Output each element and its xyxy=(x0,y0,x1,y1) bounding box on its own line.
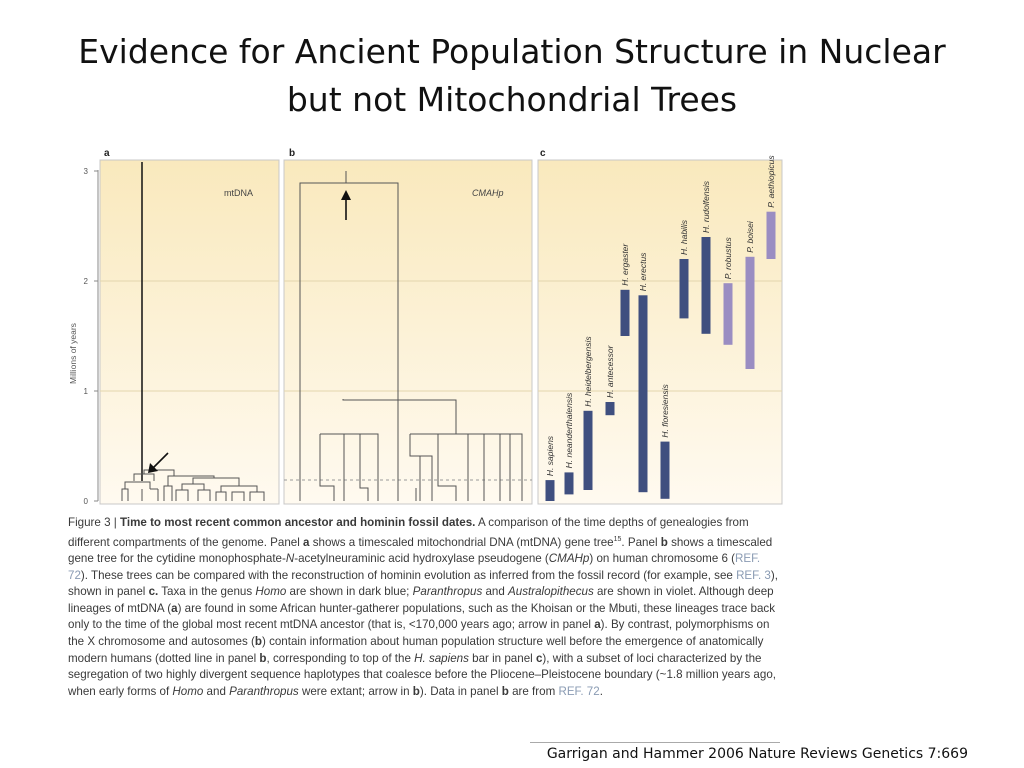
slide-title-line-1: Evidence for Ancient Population Structur… xyxy=(78,32,946,71)
y-tick-label: 2 xyxy=(84,277,89,286)
panel-a-label: a xyxy=(104,148,110,159)
taxa-bars: H. sapiens H. neanderthalensis H. heidelbe… xyxy=(545,155,776,501)
citation: Garrigan and Hammer 2006 Nature Reviews … xyxy=(546,746,968,762)
figure-caption: Figure 3 | Time to most recent common an… xyxy=(68,515,783,700)
y-tick-label: 1 xyxy=(84,387,89,396)
taxon-bar xyxy=(679,259,689,319)
panel-b-label: b xyxy=(289,148,295,159)
taxon-bar xyxy=(660,441,670,499)
slide-title: Evidence for Ancient Population Structur… xyxy=(0,28,1024,124)
taxon-bar xyxy=(620,289,630,336)
caption-text: Figure 3 | Time to most recent common an… xyxy=(68,516,778,698)
taxon-bar xyxy=(605,402,615,416)
taxon-label: H. antecessor xyxy=(605,344,615,398)
taxon-label: H. heidelbergensis xyxy=(583,336,593,407)
panel-c: c H. sapiens H. neanderthalensis H. heidel… xyxy=(537,148,783,505)
slide-title-line-2: but not Mitochondrial Trees xyxy=(286,80,738,119)
taxon-label: H. floresiensis xyxy=(660,383,670,437)
taxon-bar xyxy=(545,480,555,501)
taxon-label: H. sapiens xyxy=(545,435,555,476)
ref-link: REF. 72 xyxy=(558,684,600,698)
y-axis-label: Millions of years xyxy=(68,323,78,384)
taxon-label: H. habilis xyxy=(679,219,689,255)
taxon-label: P. aethiopicus xyxy=(766,155,776,208)
ref-link: REF. 72 xyxy=(68,552,761,582)
panel-c-label: c xyxy=(540,148,546,159)
ref-link: REF. 3 xyxy=(736,568,771,582)
taxon-label: H. neanderthalensis xyxy=(564,392,574,468)
taxon-bar xyxy=(745,256,755,369)
taxon-bar xyxy=(564,472,574,495)
taxon-bar xyxy=(583,410,593,490)
taxon-bar xyxy=(723,283,733,345)
arrow-icon xyxy=(341,190,351,220)
figure: 0 1 2 3 Millions of years a mtDNA xyxy=(64,146,786,520)
taxon-label: H. erectus xyxy=(638,252,648,291)
figure-svg: 0 1 2 3 Millions of years a mtDNA xyxy=(68,148,783,506)
mtdna-tree xyxy=(121,162,265,501)
panel-b-tag: CMAHp xyxy=(472,188,504,198)
taxon-bar xyxy=(638,295,648,493)
taxon-label: H. rudolfensis xyxy=(701,180,711,233)
taxon-label: P. robustus xyxy=(723,237,733,280)
arrow-icon xyxy=(148,452,169,473)
y-tick-label: 0 xyxy=(84,497,89,506)
taxon-bar xyxy=(701,237,711,334)
y-axis: 0 1 2 3 Millions of years xyxy=(68,167,99,506)
taxon-label: P. boisei xyxy=(745,220,755,253)
cmahp-tree xyxy=(299,171,523,501)
taxon-bar xyxy=(766,211,776,259)
footer-divider xyxy=(530,742,780,743)
taxon-label: H. ergaster xyxy=(620,243,630,286)
caption-title: Time to most recent common ancestor and … xyxy=(120,516,476,529)
panel-a-tag: mtDNA xyxy=(224,188,253,198)
panel-a: a mtDNA xyxy=(99,148,280,505)
panel-b: b CMAHp xyxy=(283,148,533,505)
y-tick-label: 3 xyxy=(84,167,89,176)
